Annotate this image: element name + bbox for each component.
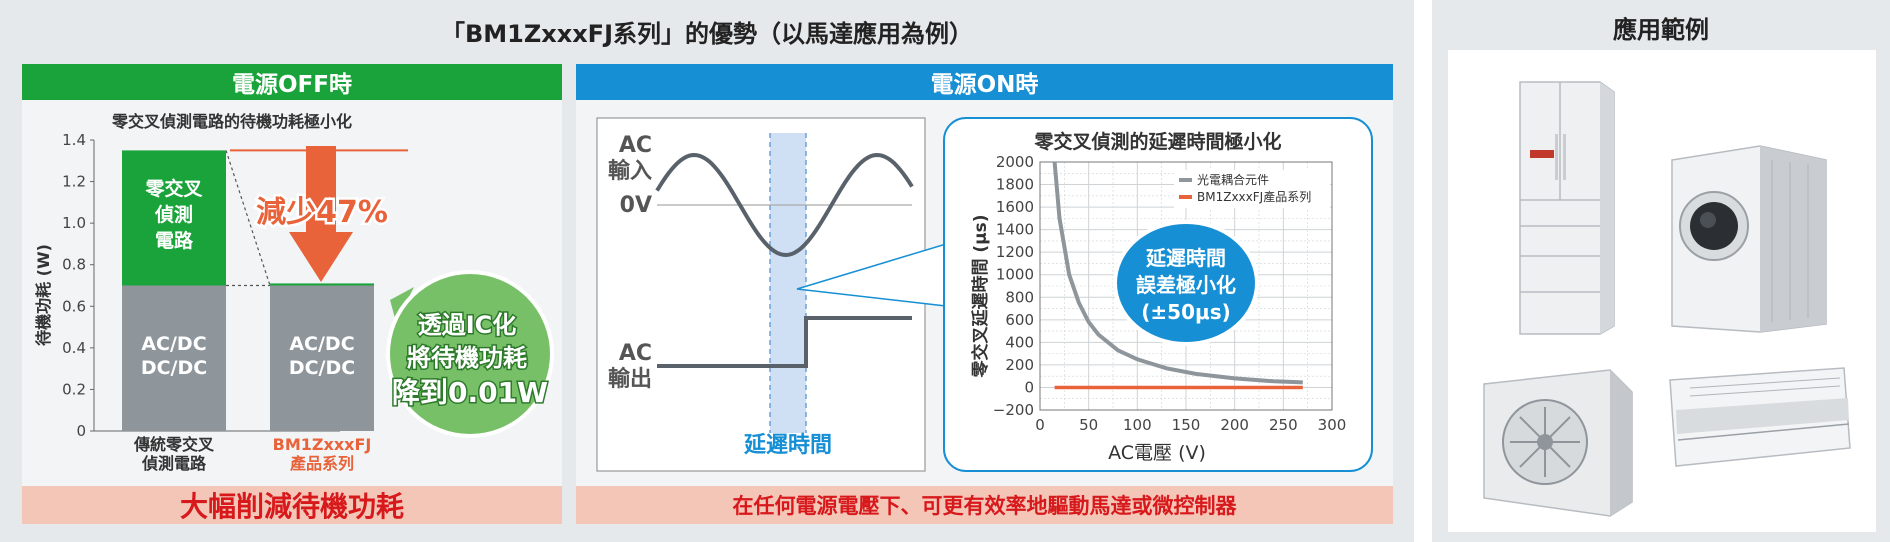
delay-bubble (1113, 220, 1259, 346)
on-footer: 在任何電源電壓下、可更有效率地驅動馬達或微控制器 (576, 486, 1393, 524)
delay-y-tick-label: 1800 (996, 176, 1034, 194)
delay-y-tick-label: −200 (993, 401, 1034, 419)
bar1-top-label-2: 偵測 (154, 203, 193, 226)
side-title: 應用範例 (1613, 16, 1709, 44)
bubble-tail (390, 287, 414, 322)
bubble-line-2: 將待機功耗 (407, 344, 527, 372)
bar2-bottom-label-2: DC/DC (289, 357, 355, 379)
delay-x-axis-label: AC電壓 (V) (1108, 442, 1206, 464)
bar-1-segment-2 (122, 150, 226, 286)
delay-y-tick-label: 2000 (996, 153, 1034, 171)
category-1-line-1: 傳統零交叉 (133, 435, 215, 454)
bar1-top-label-1: 零交叉 (144, 177, 203, 200)
delay-y-axis-label: 零交叉延遲時間 (μs) (970, 214, 991, 378)
delay-bubble-line-1: 延遲時間 (1145, 246, 1226, 270)
ac-output-label-2: 輸出 (608, 366, 652, 392)
off-y-tick-label: 0.4 (62, 339, 86, 357)
indoor-ac-unit-icon (1669, 367, 1851, 467)
off-footer: 大幅削減待機功耗 (22, 486, 562, 524)
delay-x-tick-label: 150 (1172, 416, 1201, 434)
bar1-bottom-label-2: DC/DC (141, 357, 207, 379)
bar2-bottom-label-1: AC/DC (289, 333, 354, 355)
off-y-tick-label: 1.4 (62, 131, 86, 149)
ac-input-label-2: 輸入 (608, 158, 652, 184)
delay-y-tick-label: 0 (1024, 378, 1034, 396)
standby-bubble (386, 270, 554, 438)
delay-x-tick-label: 100 (1123, 416, 1152, 434)
delay-bubble-line-3: (±50μs) (1141, 300, 1231, 324)
ac-output-wave (657, 316, 912, 368)
category-2-line-1: BM1ZxxxFJ (273, 435, 372, 454)
delay-x-tick-label: 0 (1035, 416, 1045, 434)
reduction-label: 減少47% (256, 195, 388, 230)
reduction-arrow (289, 146, 353, 282)
off-chart-title: 零交叉偵測電路的待機功耗極小化 (111, 112, 352, 131)
delay-x-tick-label: 250 (1269, 416, 1298, 434)
delay-y-tick-label: 1600 (996, 198, 1034, 216)
page-title: 「BM1ZxxxFJ系列」的優勢（以馬達應用為例） (440, 20, 974, 48)
delay-highlight (770, 133, 806, 433)
delay-label: 延遲時間 (743, 433, 832, 458)
bubble-line-3: 降到0.01W (392, 376, 548, 409)
off-y-tick-label: 1.0 (62, 214, 86, 232)
delay-x-tick-label: 200 (1220, 416, 1249, 434)
off-y-ticks: 0 0.2 0.4 0.6 0.8 1.0 1.2 1.4 (62, 131, 94, 440)
off-y-tick-label: 1.2 (62, 173, 86, 191)
delay-y-tick-label: 1200 (996, 243, 1034, 261)
bar-2-segment-2 (270, 283, 374, 286)
off-y-axis-label: 待機功耗 (W) (34, 244, 53, 346)
delay-y-tick-label: 200 (1005, 356, 1034, 374)
off-header: 電源OFF時 (22, 64, 562, 100)
off-y-tick-label: 0.8 (62, 256, 86, 274)
bar1-top-label-3: 電路 (155, 229, 194, 252)
off-y-tick-label: 0.6 (62, 297, 86, 315)
on-header: 電源ON時 (576, 64, 1393, 100)
ac-output-label-1: AC (619, 341, 652, 366)
bubble-line-1: 透過IC化 (418, 311, 517, 339)
delay-y-tick-label: 400 (1005, 333, 1034, 351)
delay-bubble-line-2: 誤差極小化 (1136, 273, 1236, 297)
zero-volt-label: 0V (620, 193, 652, 218)
bar-1-segment-1 (122, 285, 226, 431)
delay-x-tick-label: 50 (1079, 416, 1098, 434)
delay-x-tick-label: 300 (1318, 416, 1347, 434)
zero-cross-diagram: AC 輸入 0V AC 輸出 延遲時間 零交叉偵測的延遲時間極小化 零交叉延遲時… (596, 117, 1373, 472)
delay-y-tick-label: 1000 (996, 266, 1034, 284)
category-1-line-2: 偵測電路 (141, 454, 207, 473)
delay-y-tick-label: 1400 (996, 221, 1034, 239)
bar-2-segment-1 (270, 285, 374, 431)
outdoor-unit-icon (1483, 369, 1633, 517)
legend-opto: 光電耦合元件 (1197, 172, 1269, 187)
delay-plot-frame (1039, 161, 1333, 411)
standby-power-chart: 零交叉偵測電路的待機功耗極小化 待機功耗 (W) 0 0.2 0.4 0.6 0.8 1.… (34, 112, 554, 473)
delay-chart-title: 零交叉偵測的延遲時間極小化 (1033, 130, 1281, 153)
delay-y-tick-label: 800 (1005, 288, 1034, 306)
off-y-tick-label: 0.2 (62, 380, 86, 398)
refrigerator-icon (1519, 81, 1615, 335)
off-y-tick-label: 0 (76, 422, 86, 440)
legend-ic: BM1ZxxxFJ產品系列 (1197, 189, 1311, 204)
delay-y-tick-label: 600 (1005, 311, 1034, 329)
category-2-line-2: 產品系列 (290, 454, 354, 473)
ac-input-label-1: AC (619, 133, 652, 158)
optocoupler-curve (1052, 161, 1303, 385)
washing-machine-icon (1671, 145, 1827, 333)
delay-legend (1174, 170, 1330, 208)
ac-input-wave (655, 152, 914, 258)
bar1-bottom-label-1: AC/DC (141, 333, 206, 355)
